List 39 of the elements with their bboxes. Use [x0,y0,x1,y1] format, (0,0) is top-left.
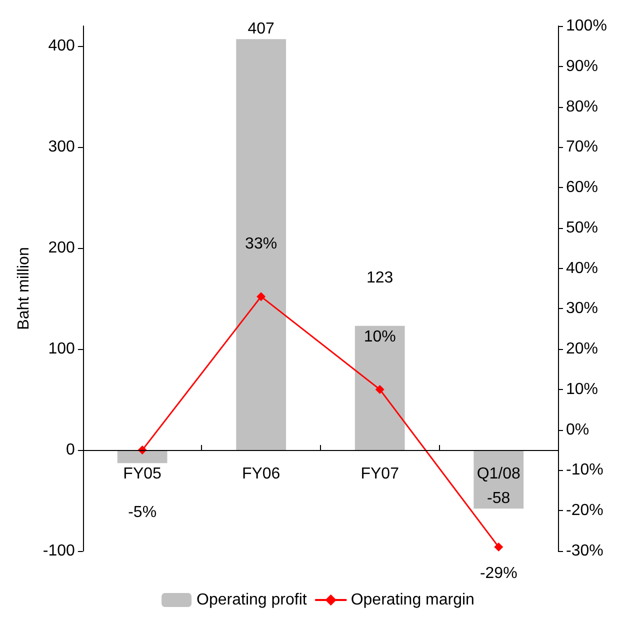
x-tick-label: FY05 [123,466,162,483]
data-label: -29% [480,564,518,582]
y2-tick-label: -20% [566,502,604,520]
y2-tick-label: 70% [566,138,598,156]
data-label: -5% [128,504,157,522]
bar [354,326,405,450]
y-tick-label: -100 [42,542,76,560]
data-label: 407 [248,20,275,38]
x-tick-label: Q1/08 [476,466,521,483]
y2-tick-label: -10% [566,462,604,479]
data-label: 10% [364,328,396,346]
y2-tick-label: 90% [566,58,598,75]
y2-tick-label: -30% [566,542,604,560]
y-tick-label: 0 [66,442,76,459]
point [375,384,384,394]
legend-label: Operating profit [196,592,308,608]
data-label: 33% [245,236,278,253]
point [256,292,266,302]
y-axis-title: Baht million [16,247,32,330]
data-label: 123 [366,269,394,286]
y2-tick-label: 60% [566,179,598,196]
x-tick-label: FY06 [242,466,280,483]
x-tick-label: FY07 [360,466,400,483]
y2-tick-label: 40% [566,260,598,277]
y-tick-label: 200 [48,240,76,257]
legend-label: Operating margin [350,592,474,608]
y2-tick-label: 80% [566,98,598,116]
y2-tick-label: 30% [566,300,598,318]
y-tick-label: 100 [48,340,76,358]
y-tick-label: 400 [48,38,76,55]
point [494,542,504,552]
y-tick-label: 300 [48,138,76,156]
y2-tick-label: 100% [566,18,607,34]
y2-tick-label: 10% [566,380,598,398]
bar [236,39,286,450]
y2-tick-label: 0% [566,421,590,438]
y2-tick-label: 50% [566,219,598,236]
data-label: -58 [487,490,510,508]
y2-tick-label: 20% [566,340,598,358]
